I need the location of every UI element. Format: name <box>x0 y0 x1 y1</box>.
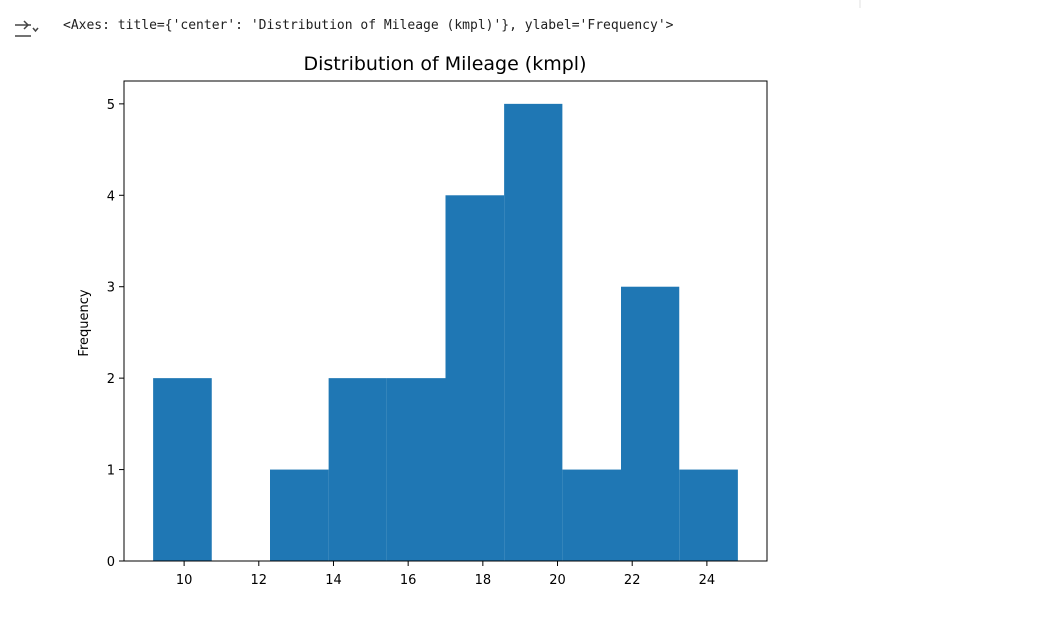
output-icon[interactable] <box>15 20 39 37</box>
y-axis-label: Frequency <box>77 289 92 356</box>
bar <box>504 103 563 561</box>
x-tick-label: 22 <box>624 573 641 588</box>
axes-frame <box>123 80 768 562</box>
x-tick-label: 10 <box>176 573 193 588</box>
x-tick-label: 16 <box>400 573 417 588</box>
x-tick-label: 24 <box>699 573 716 588</box>
x-tick-label: 20 <box>549 573 566 588</box>
chart-title: Distribution of Mileage (kmpl) <box>304 53 587 75</box>
bar <box>620 286 680 561</box>
y-tick-label: 3 <box>107 281 115 296</box>
y-tick-label: 0 <box>107 555 115 570</box>
y-tick-label: 5 <box>107 98 115 113</box>
bar <box>270 469 329 561</box>
bar <box>386 378 446 561</box>
bar <box>562 469 621 561</box>
y-tick-label: 1 <box>107 464 115 479</box>
y-tick-label: 2 <box>107 372 115 387</box>
x-tick-label: 12 <box>251 573 268 588</box>
x-tick-label: 18 <box>475 573 492 588</box>
bar <box>153 378 212 561</box>
y-tick-label: 4 <box>107 189 115 204</box>
output-text: <Axes: title={'center': 'Distribution of… <box>63 18 674 33</box>
bar <box>445 195 505 562</box>
bar <box>328 378 387 561</box>
bar <box>679 469 738 561</box>
x-tick-label: 14 <box>325 573 342 588</box>
